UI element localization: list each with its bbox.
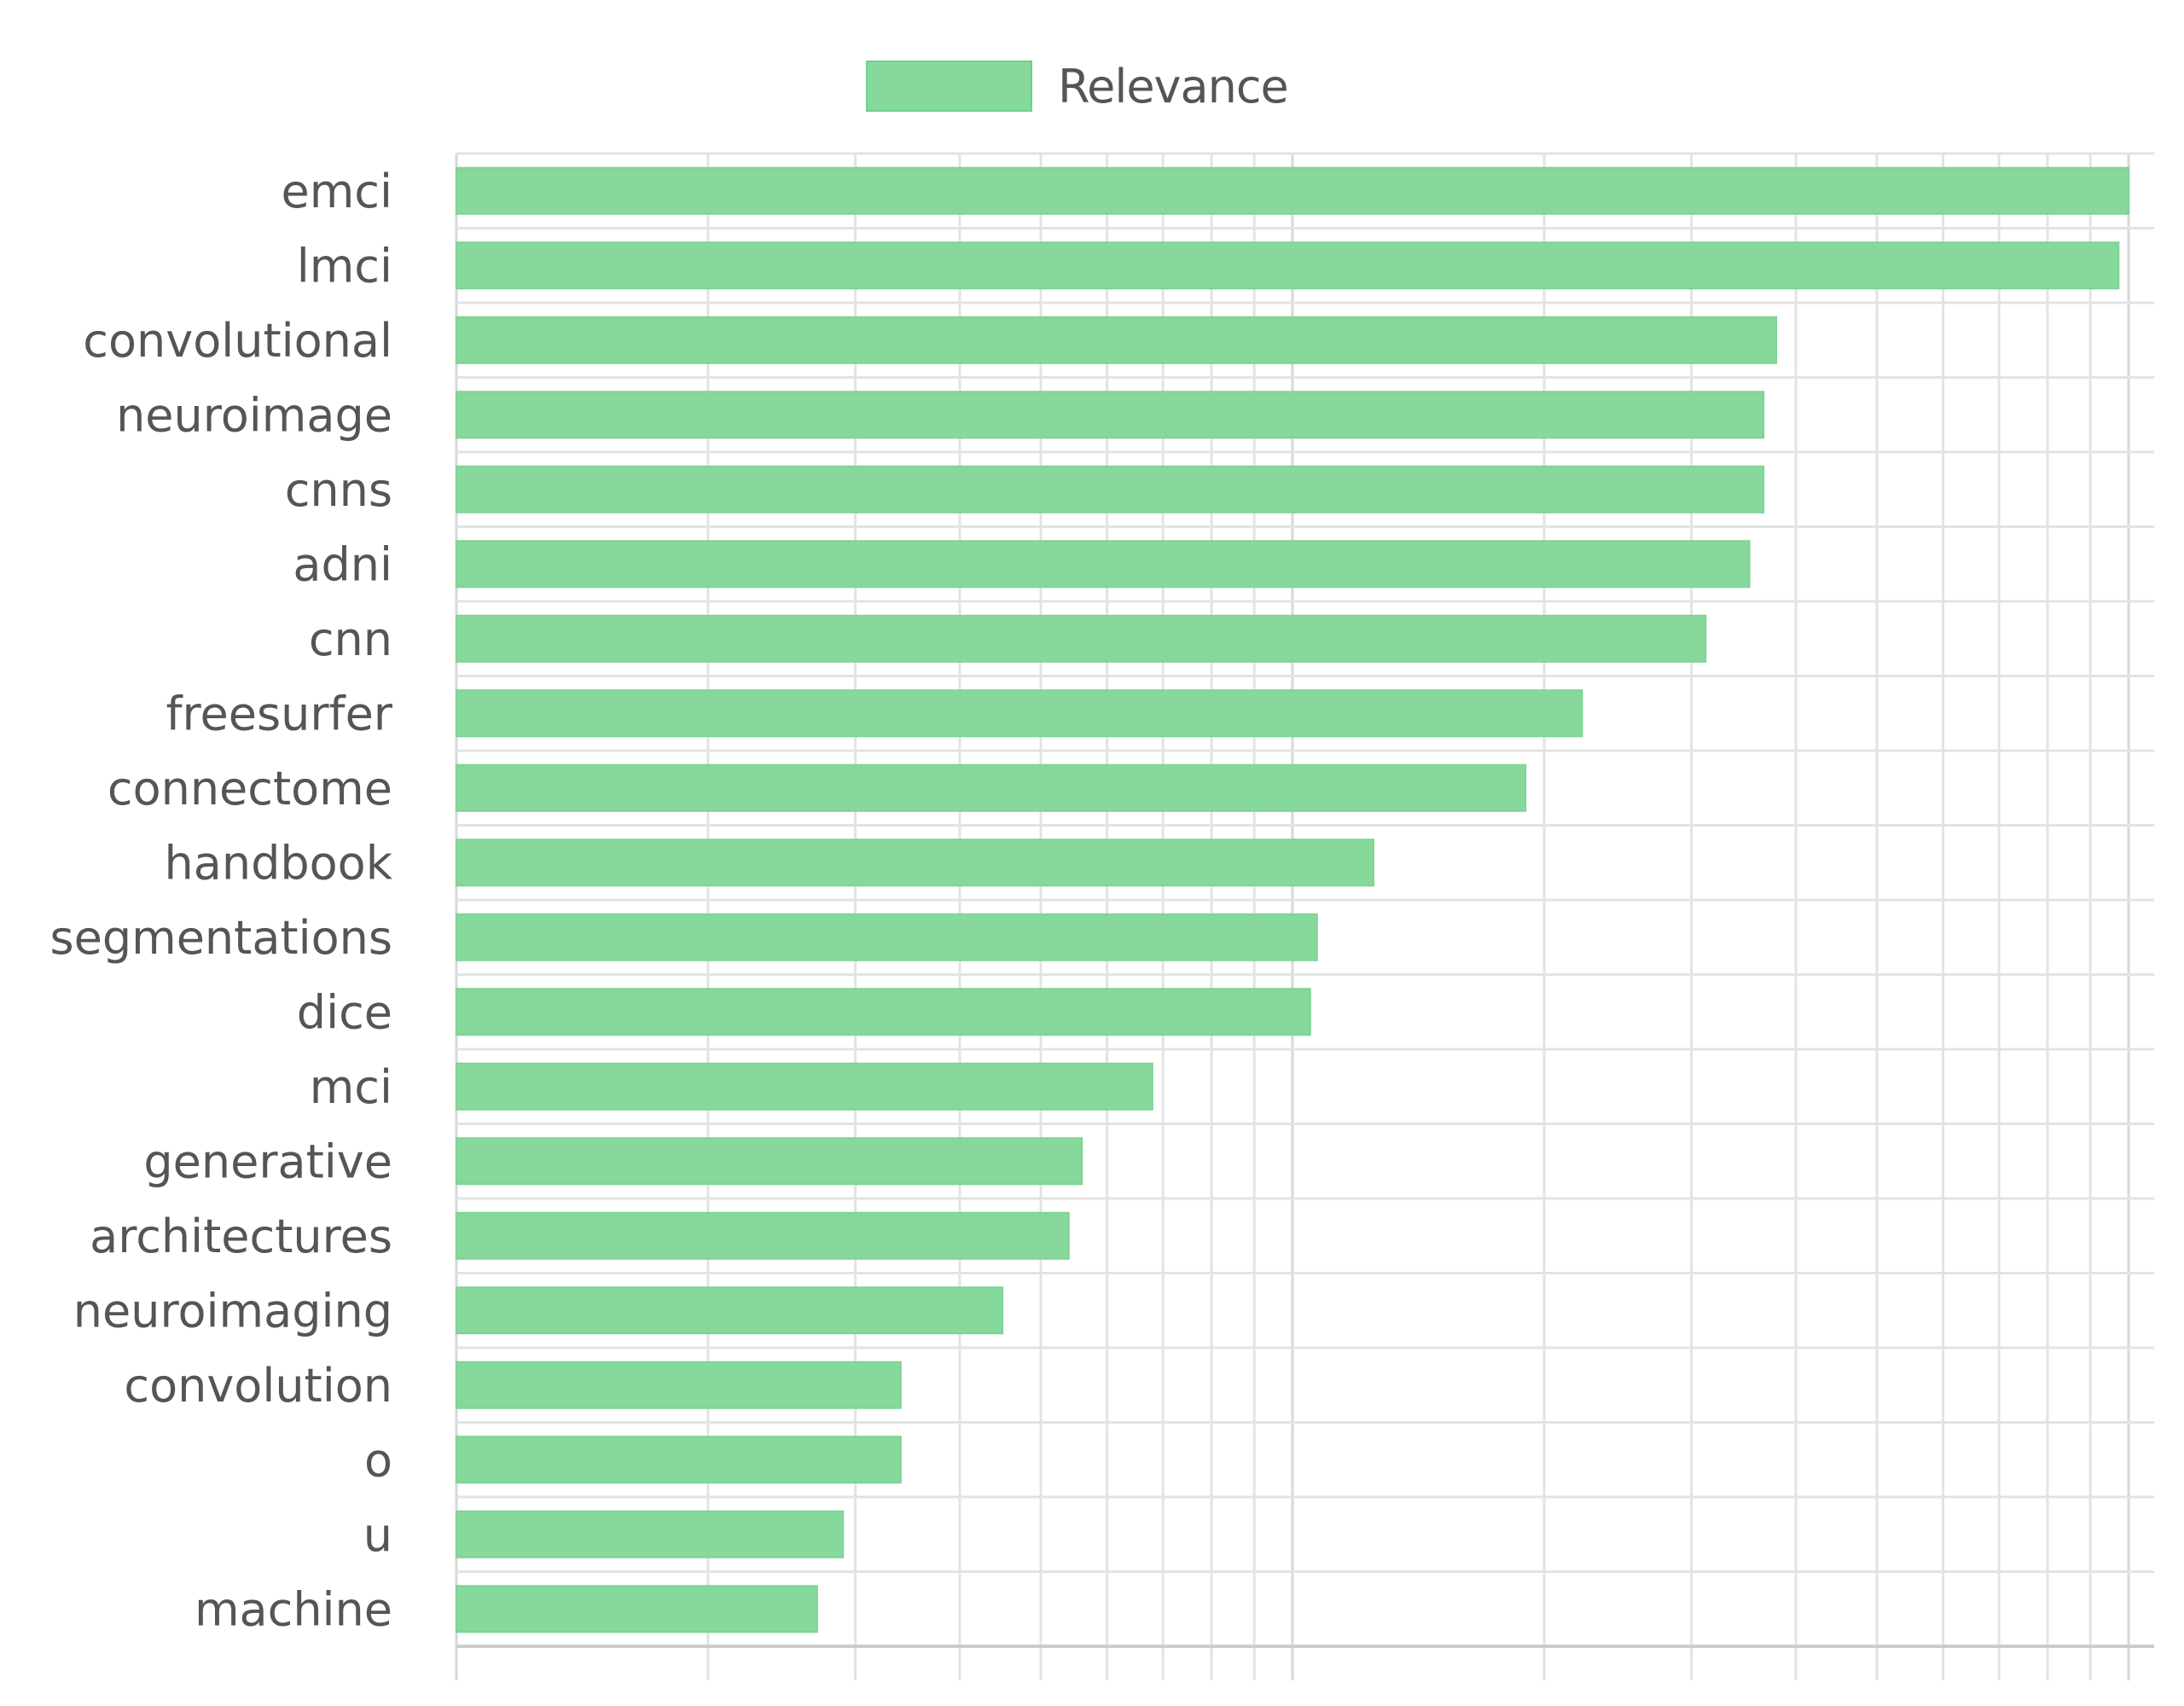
category-label: convolutional: [83, 314, 392, 368]
bar: [456, 391, 1765, 439]
category-label: neuroimaging: [73, 1284, 392, 1338]
bar: [456, 689, 1583, 738]
bar: [456, 540, 1751, 589]
bars: [456, 166, 2129, 1633]
category-label: cnn: [309, 612, 392, 666]
category-label: architectures: [90, 1210, 392, 1263]
bar: [456, 1286, 1004, 1335]
category-label: cnns: [285, 463, 392, 517]
bar: [456, 988, 1311, 1036]
bar: [456, 913, 1318, 961]
bar: [456, 1211, 1070, 1260]
category-label: generative: [143, 1134, 392, 1188]
category-label: dice: [297, 985, 392, 1039]
legend-swatch: [866, 61, 1032, 112]
category-label: mci: [310, 1060, 392, 1114]
category-label: adni: [293, 537, 392, 591]
bar: [456, 1510, 845, 1558]
bar: [456, 1137, 1083, 1186]
category-label: machine: [195, 1582, 392, 1636]
legend-label: Relevance: [1058, 59, 1289, 113]
category-label: neuroimage: [116, 388, 392, 442]
category-label: o: [364, 1433, 392, 1487]
category-label: freesurfer: [166, 687, 393, 740]
category-label: convolution: [124, 1359, 392, 1413]
category-label: connectome: [107, 762, 392, 815]
bar: [456, 166, 2129, 215]
bar: [456, 1361, 902, 1409]
category-label: segmentations: [49, 911, 392, 965]
category-label: emci: [281, 165, 392, 218]
category-label: u: [363, 1508, 392, 1562]
bar: [456, 1436, 902, 1484]
bar: [456, 1585, 818, 1633]
bar: [456, 1062, 1153, 1111]
category-labels: emci lmci convolutional neuroimage cnns adni c…: [49, 165, 392, 1637]
bar: [456, 465, 1765, 514]
bar: [456, 838, 1374, 887]
category-label: lmci: [297, 239, 392, 293]
category-label: handbook: [165, 836, 393, 890]
legend[interactable]: Relevance: [866, 59, 1289, 113]
bar: [456, 241, 2120, 290]
bar: [456, 316, 1778, 364]
bar: [456, 763, 1527, 812]
bar: [456, 614, 1707, 663]
